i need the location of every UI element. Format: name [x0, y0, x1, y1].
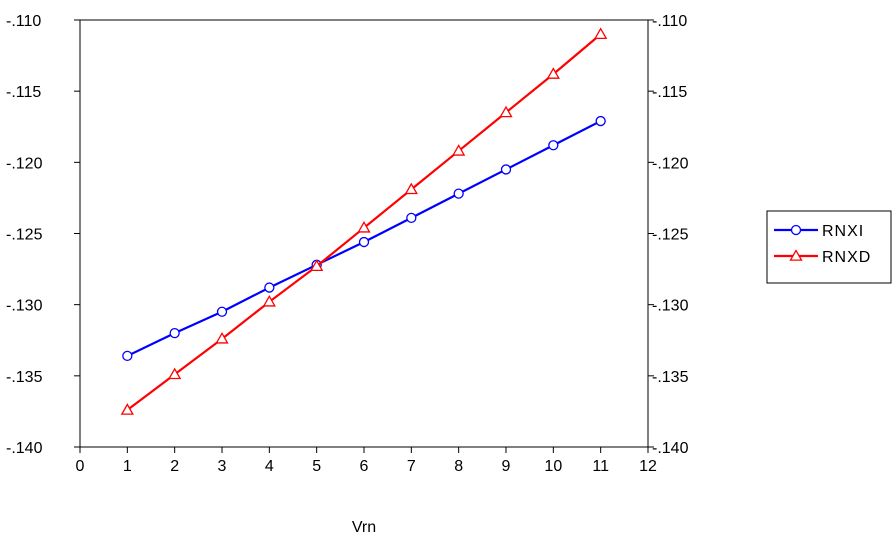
series-rnxd — [120, 27, 608, 415]
x-tick-label: 12 — [639, 458, 657, 475]
data-point-rnxd — [404, 182, 418, 195]
y-tick-label: -.140 — [6, 440, 43, 457]
x-tick-label: 1 — [123, 458, 132, 475]
data-point-rnxi — [406, 212, 417, 223]
data-point-rnxi — [453, 188, 464, 199]
right-y-tick-label: -.110 — [652, 13, 687, 30]
plot-area — [79, 19, 649, 448]
right-y-tick-label: -.140 — [652, 440, 689, 457]
data-point-rnxd — [499, 105, 513, 118]
data-point-rnxd — [262, 295, 276, 307]
y-tick-label: -.115 — [6, 84, 41, 101]
data-point-rnxd — [594, 27, 608, 40]
legend-marker-rnxi — [790, 224, 802, 236]
data-point-rnxd — [215, 332, 229, 344]
x-axis: 0 1 2 3 4 5 6 7 8 9 10 11 12 — [76, 447, 657, 475]
series-layer — [120, 27, 608, 415]
data-point-rnxd — [546, 67, 560, 79]
data-point-rnxi — [216, 306, 228, 317]
x-tick-label: 0 — [76, 458, 85, 475]
right-y-tick-label: -.135 — [652, 369, 689, 386]
x-tick-label: 6 — [360, 458, 369, 475]
data-point-rnxi — [548, 140, 559, 151]
right-y-tick-label: -.120 — [652, 155, 689, 172]
data-point-rnxd — [357, 220, 371, 233]
x-axis-title: Vrn — [352, 519, 376, 536]
data-point-rnxi — [264, 282, 275, 293]
x-tick-label: 11 — [592, 458, 609, 475]
x-tick-label: 10 — [544, 458, 562, 475]
x-tick-label: 4 — [265, 458, 274, 475]
legend-box — [766, 210, 892, 284]
legend-label-rnxi: RNXI — [822, 223, 864, 240]
y-tick-label: -.135 — [6, 369, 43, 386]
x-tick-label: 7 — [407, 458, 416, 475]
right-y-axis: -.110 -.115 -.120 -.125 -.130 -.135 -.140 — [648, 13, 689, 457]
data-point-rnxd — [452, 144, 466, 156]
x-tick-label: 3 — [218, 458, 227, 475]
data-point-rnxi — [595, 115, 606, 127]
legend: RNXI RNXD — [766, 210, 892, 284]
series-rnxi — [122, 115, 606, 362]
x-tick-label: 2 — [170, 458, 179, 475]
data-point-rnxd — [310, 259, 324, 272]
y-tick-label: -.120 — [6, 155, 43, 172]
y-tick-label: -.110 — [6, 13, 41, 30]
legend-label-rnxd: RNXD — [822, 249, 871, 266]
data-point-rnxi — [122, 350, 133, 362]
x-tick-label: 8 — [454, 458, 463, 475]
x-tick-label: 9 — [502, 458, 511, 475]
y-tick-label: -.130 — [6, 298, 43, 315]
data-point-rnxi — [169, 327, 180, 339]
left-y-axis: -.110 -.115 -.120 -.125 -.130 -.135 -.140 — [6, 13, 80, 457]
x-tick-label: 5 — [312, 458, 321, 475]
data-point-rnxd — [120, 403, 134, 415]
data-point-rnxi — [358, 236, 370, 248]
right-y-tick-label: -.115 — [652, 84, 687, 101]
data-point-rnxd — [168, 367, 182, 380]
right-y-tick-label: -.130 — [652, 298, 689, 315]
data-point-rnxi — [500, 164, 512, 175]
legend-marker-rnxd — [789, 249, 803, 261]
y-tick-label: -.125 — [6, 227, 43, 244]
right-y-tick-label: -.125 — [652, 227, 689, 244]
